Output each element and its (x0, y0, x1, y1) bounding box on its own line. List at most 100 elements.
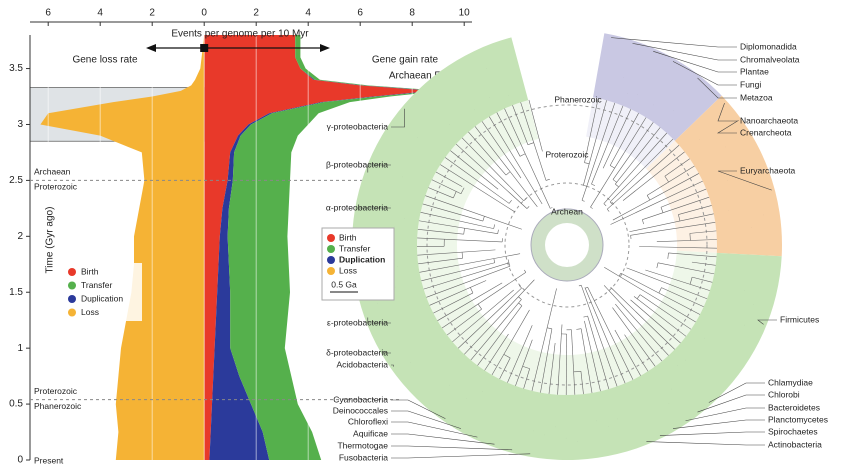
leader (391, 421, 478, 438)
legend-label: Transfer (339, 243, 371, 253)
branch-link (508, 262, 511, 267)
branch (587, 315, 610, 390)
leader (391, 445, 513, 451)
area-duplication (209, 35, 439, 460)
branch (646, 165, 695, 196)
branch (622, 151, 685, 201)
clade-label: Bacteroidetes (768, 402, 820, 412)
branch-link (470, 287, 474, 294)
branch (461, 137, 524, 202)
branch (581, 102, 616, 201)
leader (391, 453, 531, 459)
y-tick-label: 1 (17, 343, 23, 354)
branch (468, 131, 507, 176)
branch (587, 287, 634, 380)
leader (611, 37, 737, 48)
branch-link (612, 179, 617, 183)
branch (417, 229, 464, 235)
branch-link (493, 224, 496, 229)
branch (612, 307, 656, 367)
branch (657, 262, 715, 275)
branch-link (610, 165, 615, 169)
y-tick-label: 0 (17, 455, 23, 466)
branch (450, 150, 499, 190)
branch (504, 108, 551, 209)
branch-link (667, 252, 669, 259)
leader (367, 317, 391, 324)
branch (615, 127, 661, 185)
x-tick-label: 4 (305, 8, 311, 19)
branch (426, 265, 511, 298)
clade-label: Thermotogae (337, 440, 388, 450)
branch (678, 205, 712, 215)
branch (470, 299, 522, 361)
leader (672, 419, 765, 429)
branch (668, 252, 717, 258)
x-tick-label: 2 (253, 8, 259, 19)
clade-label: Chlamydiae (768, 377, 813, 387)
branch (515, 339, 533, 386)
branch-link (527, 142, 534, 146)
era-label: Archean (551, 206, 583, 216)
branch (580, 371, 584, 395)
clade-label: Nanoarchaeota (740, 115, 798, 125)
branch (642, 196, 710, 220)
branch (580, 285, 618, 387)
branch (421, 262, 495, 282)
clade-label: Diplomonadida (740, 41, 797, 51)
branch (417, 249, 496, 256)
branch (612, 122, 654, 180)
archean-inner (545, 223, 589, 267)
branch (583, 100, 607, 186)
clade-label: α-proteobacteria (326, 202, 388, 212)
branch-link (658, 287, 662, 294)
branch-link (642, 219, 644, 225)
clade-label: Chlorobi (768, 389, 800, 399)
branch (612, 173, 699, 221)
branch (603, 285, 669, 356)
branch (520, 102, 547, 181)
branch-link (615, 183, 619, 188)
branch-link (505, 171, 511, 176)
leader (685, 407, 765, 422)
area-transfer (227, 35, 444, 460)
branch (692, 276, 713, 283)
branch-link (518, 296, 522, 300)
branch-link (660, 207, 664, 213)
branch (435, 171, 463, 187)
branch (496, 112, 521, 157)
branch (645, 269, 710, 291)
branch (481, 121, 522, 179)
branch (512, 105, 529, 145)
x-tick-label: 6 (357, 8, 363, 19)
branch (507, 325, 533, 383)
clade-label: Spirochaetes (768, 426, 818, 436)
leader (391, 433, 495, 445)
era-label: Phanerozoic (554, 94, 602, 104)
branch (422, 203, 483, 222)
branch (489, 116, 543, 205)
y-tick-label: 3 (17, 119, 23, 130)
branch (428, 187, 454, 199)
branch (464, 279, 535, 355)
branch (591, 105, 624, 185)
branch (584, 287, 626, 384)
branch (528, 99, 543, 152)
branch (660, 188, 707, 208)
clade-label: Acidobacteria (336, 359, 388, 369)
branch (419, 253, 521, 273)
legend-label: Birth (81, 266, 99, 276)
leader (391, 410, 462, 429)
branch (499, 357, 511, 380)
branch (441, 272, 526, 329)
branch (639, 294, 692, 330)
y-tick-label: 2.5 (9, 175, 23, 186)
branch (420, 211, 494, 229)
branch-link (518, 285, 522, 289)
era-label: Phanerozoic (34, 401, 82, 411)
branch-link (603, 203, 607, 207)
y-axis-title: Time (Gyr ago) (45, 207, 56, 274)
branch (418, 220, 498, 234)
legend-swatch (68, 308, 76, 317)
era-label: Proterozoic (34, 386, 78, 396)
